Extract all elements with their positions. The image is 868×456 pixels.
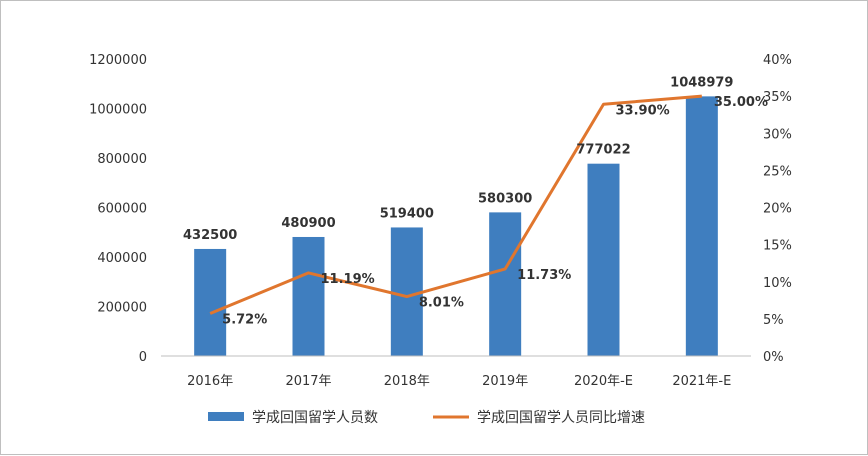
bar-value-labels: 432500 480900 519400 580300 777022 1048979 xyxy=(183,75,733,243)
left-axis-tick-label: 1200000 xyxy=(89,53,147,68)
x-axis-tick-label: 2019年 xyxy=(482,374,528,389)
x-axis-tick-label: 2017年 xyxy=(285,374,331,389)
bar-series xyxy=(194,96,718,357)
bar-value-label: 432500 xyxy=(183,228,237,243)
bar xyxy=(685,96,718,357)
x-axis-tick-label: 2016年 xyxy=(187,374,233,389)
legend: 学成回国留学人员数 学成回国留学人员同比增速 xyxy=(208,410,645,426)
left-axis-tick-label: 600000 xyxy=(97,202,147,217)
left-axis-tick-label: 1000000 xyxy=(89,103,147,118)
line-series xyxy=(209,94,702,315)
left-axis-tick-label: 200000 xyxy=(97,301,147,316)
legend-bar-swatch xyxy=(208,412,244,421)
right-axis-tick-label: 25% xyxy=(763,164,792,179)
line-value-label: 11.73% xyxy=(517,268,571,283)
x-axis-ticks: 2016年 2017年 2018年 2019年 2020年-E 2021年-E xyxy=(187,374,731,389)
right-axis-tick-label: 10% xyxy=(763,276,792,291)
bar-value-label: 580300 xyxy=(478,191,532,206)
legend-line-label: 学成回国留学人员同比增速 xyxy=(477,410,645,426)
left-axis-tick-label: 800000 xyxy=(97,152,147,167)
bar xyxy=(292,236,325,356)
x-axis-tick-label: 2020年-E xyxy=(574,374,633,389)
line-value-labels: 5.72% 11.19% 8.01% 11.73% 33.90% 35.00% xyxy=(222,95,768,327)
left-axis-tick-label: 400000 xyxy=(97,251,147,266)
bar xyxy=(489,212,522,356)
bar-value-label: 777022 xyxy=(576,143,630,158)
right-axis-tick-label: 0% xyxy=(763,350,784,365)
right-axis-tick-label: 15% xyxy=(763,239,792,254)
bar xyxy=(390,227,423,356)
bar xyxy=(194,248,227,356)
left-axis-ticks: 0 200000 400000 600000 800000 1000000 1200000 xyxy=(89,53,147,365)
line-value-label: 5.72% xyxy=(222,313,267,328)
growth-line xyxy=(209,94,702,315)
line-value-label: 33.90% xyxy=(616,103,670,118)
line-value-label: 35.00% xyxy=(714,95,768,110)
x-axis-tick-label: 2021年-E xyxy=(672,374,731,389)
right-axis-ticks: 0% 5% 10% 15% 20% 25% 30% 35% 40% xyxy=(763,53,792,365)
legend-bar-label: 学成回国留学人员数 xyxy=(252,410,378,426)
bar-value-label: 519400 xyxy=(380,206,434,221)
line-value-label: 8.01% xyxy=(419,296,464,311)
right-axis-tick-label: 5% xyxy=(763,313,784,328)
bar-value-label: 1048979 xyxy=(670,75,733,90)
bar-value-label: 480900 xyxy=(281,216,335,231)
bar xyxy=(587,163,620,356)
right-axis-tick-label: 35% xyxy=(763,90,792,105)
left-axis-tick-label: 0 xyxy=(139,350,147,365)
right-axis-tick-label: 20% xyxy=(763,202,792,217)
right-axis-tick-label: 40% xyxy=(763,53,792,68)
right-axis-tick-label: 30% xyxy=(763,127,792,142)
x-axis-tick-label: 2018年 xyxy=(384,374,430,389)
line-value-label: 11.19% xyxy=(321,272,375,287)
